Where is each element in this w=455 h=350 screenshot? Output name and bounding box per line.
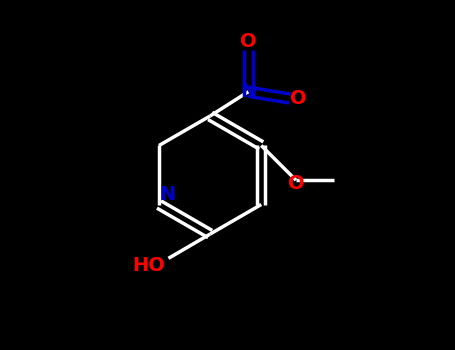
Text: N: N xyxy=(160,184,176,204)
Text: O: O xyxy=(240,32,257,51)
Text: HO: HO xyxy=(132,256,165,275)
Text: O: O xyxy=(288,174,304,193)
Text: O: O xyxy=(290,89,307,108)
Text: N: N xyxy=(240,82,257,101)
